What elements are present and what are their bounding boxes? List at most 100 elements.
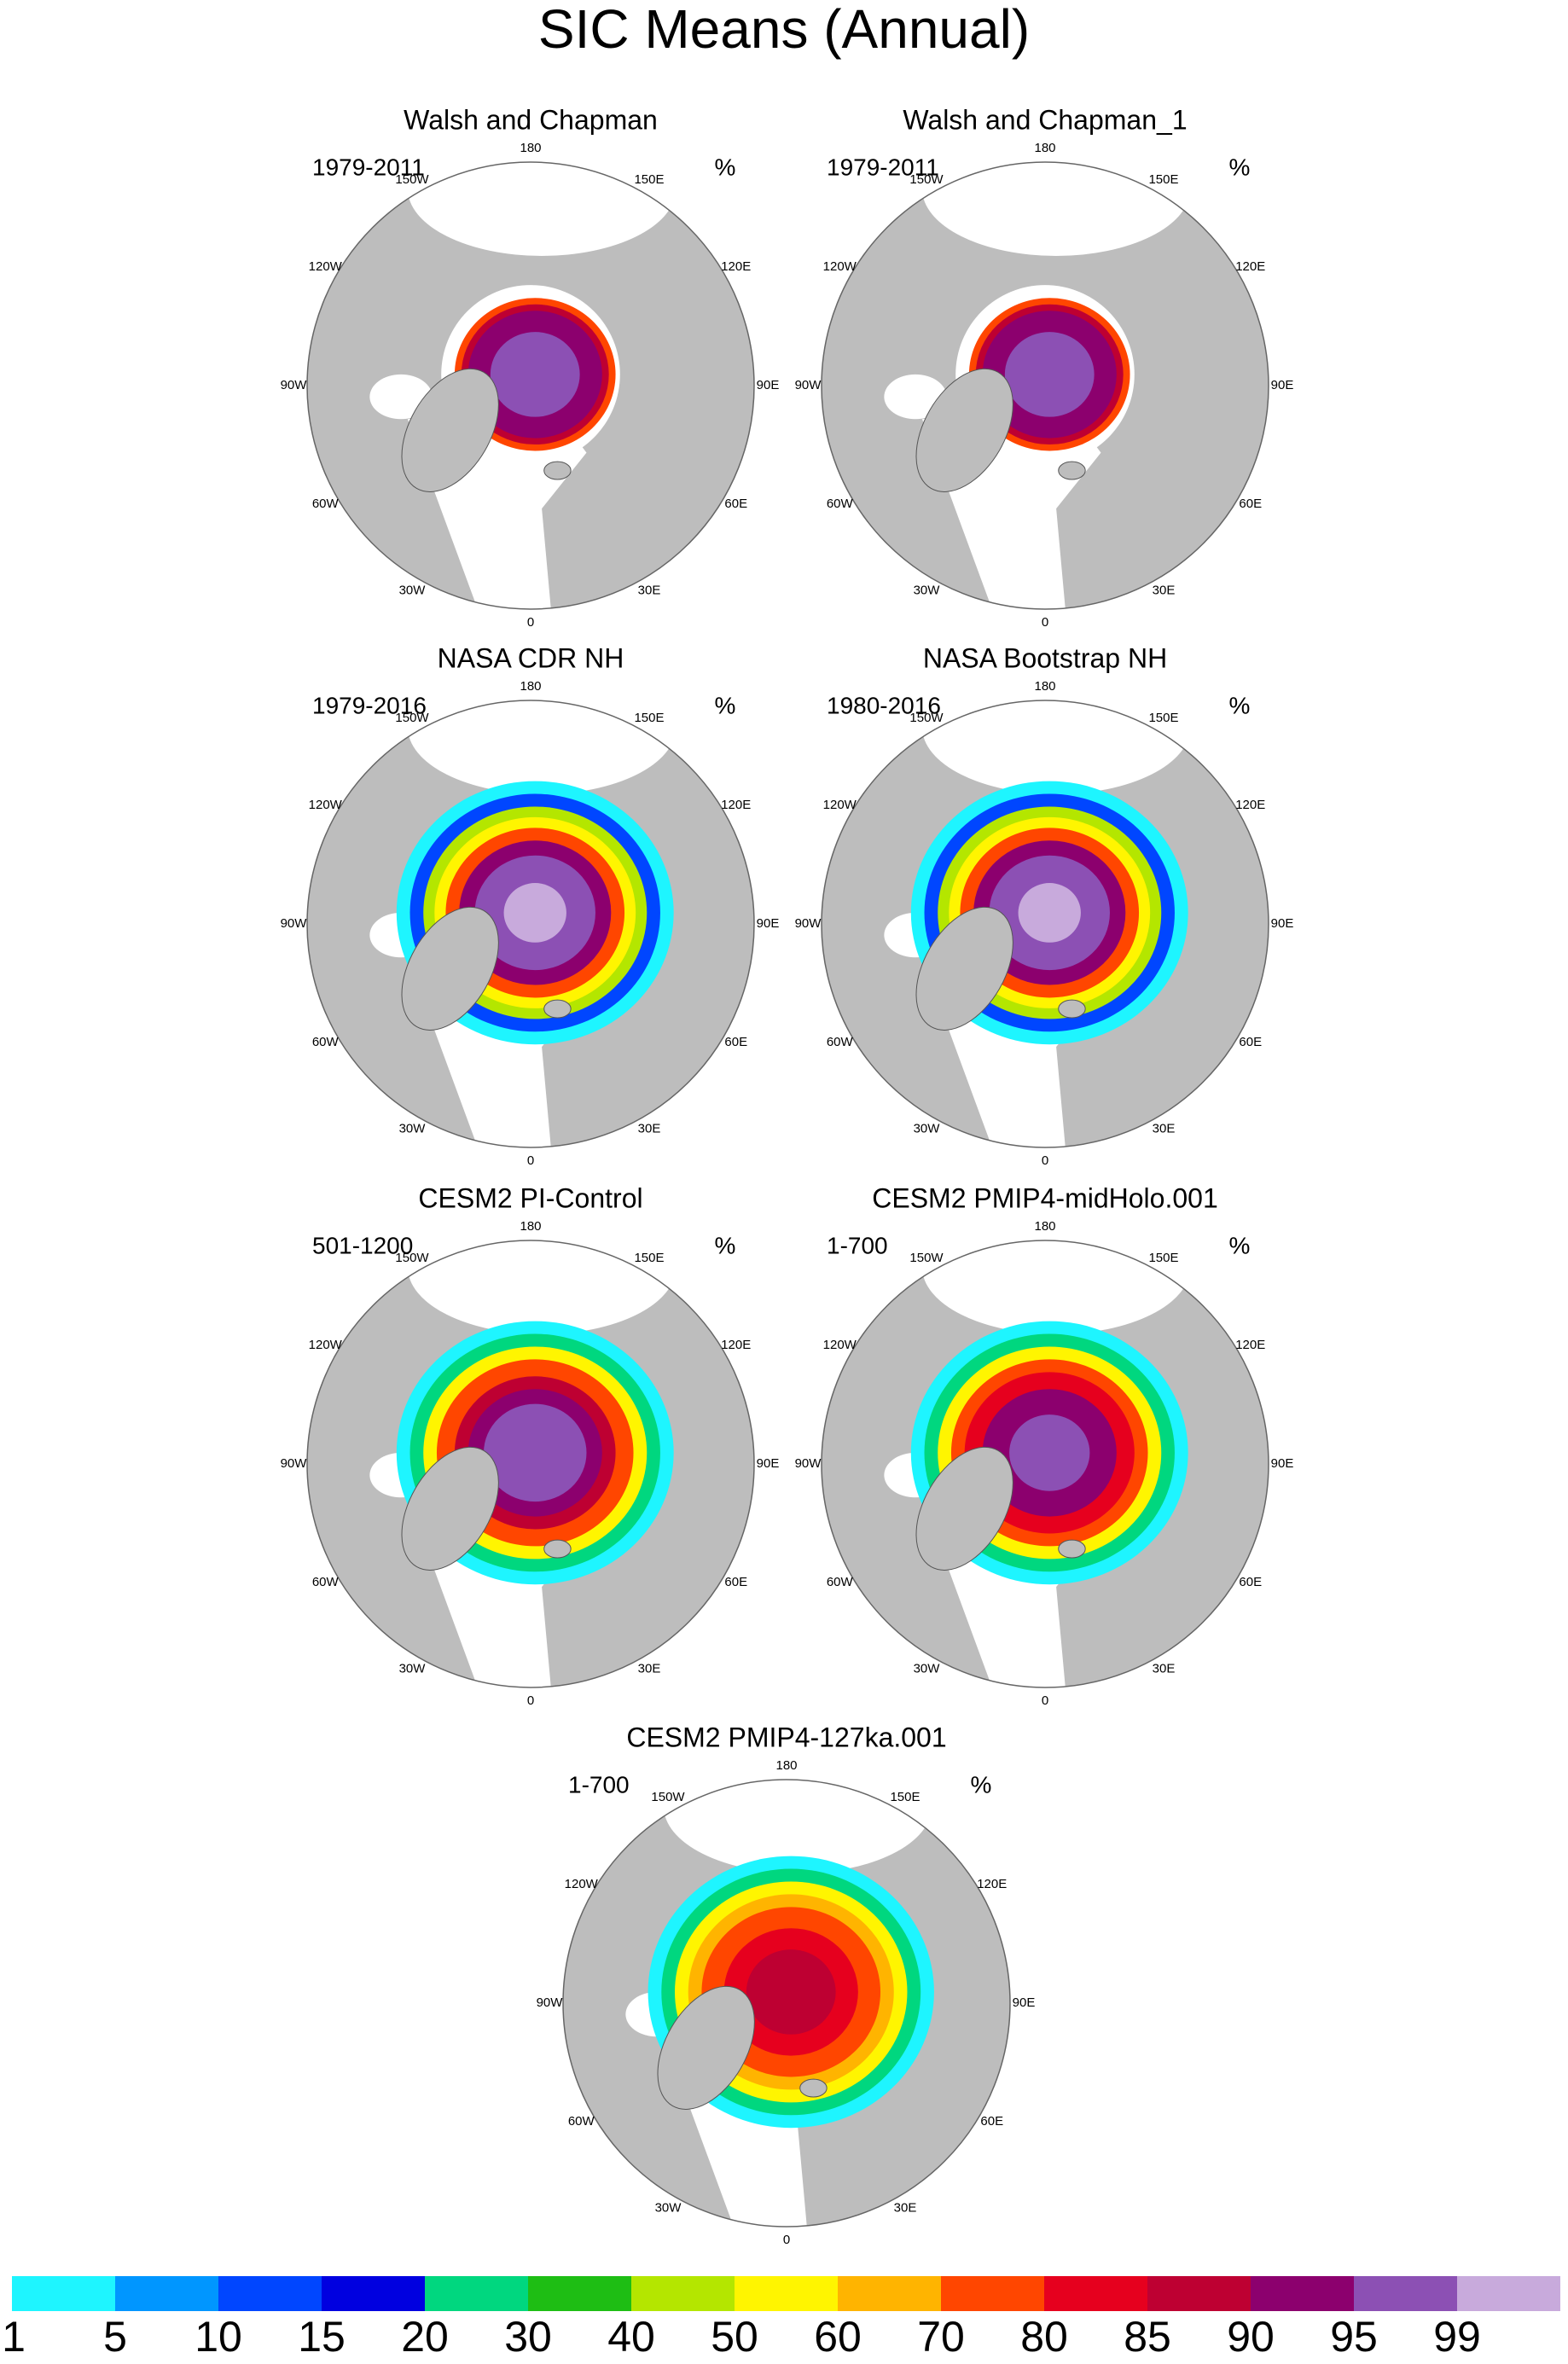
longitude-label: 90W [795,378,822,392]
longitude-label: 60E [724,1575,747,1589]
longitude-label: 60W [312,1035,340,1049]
pacific-ocean [921,1240,1191,1335]
map-border [306,161,755,610]
longitude-label: 90E [757,378,780,392]
longitude-label: 150W [909,711,944,725]
map [822,162,1269,609]
longitude-label: 60E [980,2114,1003,2129]
longitude-label: 0 [527,615,534,630]
longitude-label: 120W [309,798,343,812]
colorbar-label: 10 [195,2313,242,2361]
colorbar-box [115,2276,218,2311]
panel-unit: % [1229,1232,1251,1258]
longitude-label: 120E [721,259,751,274]
panel-period: 1979-2011 [312,154,425,180]
ice-zone [490,332,580,417]
pacific-ocean [663,1780,932,1874]
longitude-label: 150W [909,172,944,187]
svalbard [1058,999,1086,1019]
colorbar-box [1354,2276,1457,2311]
greenland [915,368,1013,492]
longitude-label: 120W [823,798,857,812]
longitude-label: 90W [281,916,308,931]
colorbar-box [322,2276,425,2311]
longitude-label: 60E [1239,1035,1262,1049]
longitude-label: 30W [914,584,941,598]
longitude-label: 150E [1148,711,1178,725]
pacific-ocean [407,1240,677,1335]
panel-title: Walsh and Chapman_1 [903,104,1187,135]
map-border [821,161,1269,610]
longitude-label: 30E [638,1662,661,1676]
longitude-label: 120E [721,798,751,812]
panel-period: 1980-2016 [827,692,941,718]
ice-zone [1009,1414,1090,1491]
panel-title: CESM2 PMIP4-127ka.001 [626,1722,946,1752]
colorbar-box [1147,2276,1251,2311]
svalbard [799,2078,828,2098]
colorbar-label: 15 [298,2313,346,2361]
colorbar-box [631,2276,735,2311]
colorbar-label: 20 [401,2313,449,2361]
svalbard [1058,1539,1086,1559]
colorbar-label: 5 [103,2313,127,2361]
map [307,162,754,609]
panel-title: Walsh and Chapman [404,104,658,135]
longitude-label: 150E [634,172,664,187]
longitude-label: 120W [823,259,857,274]
map-border [306,1240,755,1688]
longitude-label: 180 [1034,1219,1055,1234]
ice-zone [1004,332,1095,417]
greenland [915,906,1013,1031]
longitude-label: 150E [634,711,664,725]
map [822,1240,1269,1687]
map-panel: NASA CDR NH 1979-2016 % 180 150E 120E 90E 60E 30… [281,642,780,1168]
longitude-label: 60W [827,1575,854,1589]
longitude-label: 120W [309,1338,343,1352]
colorbar-box [425,2276,528,2311]
pacific-ocean [407,700,677,795]
colorbar-label: 30 [504,2313,552,2361]
longitude-label: 0 [527,1153,534,1168]
longitude-label: 150W [909,1251,944,1265]
colorbar-label: 85 [1124,2313,1171,2361]
map [307,1240,754,1687]
longitude-label: 30E [1153,1662,1176,1676]
figure-title: SIC Means (Annual) [538,0,1030,60]
longitude-label: 180 [1034,141,1055,155]
longitude-label: 180 [520,679,541,694]
longitude-label: 90W [795,1456,822,1471]
colorbar-label: 40 [607,2313,655,2361]
longitude-label: 150W [395,711,429,725]
longitude-label: 60W [827,497,854,511]
panel-title: CESM2 PI-Control [418,1182,642,1213]
longitude-label: 150E [1148,1251,1178,1265]
longitude-label: 150E [890,1790,920,1804]
map-border [306,700,755,1148]
colorbar-label: 80 [1020,2313,1068,2361]
map-border [821,1240,1269,1688]
longitude-label: 180 [520,141,541,155]
panel-unit: % [1229,154,1251,180]
longitude-label: 60E [1239,497,1262,511]
panel-title: CESM2 PMIP4-midHolo.001 [872,1182,1217,1213]
longitude-label: 180 [1034,679,1055,694]
longitude-label: 30E [894,2201,917,2216]
longitude-label: 90W [281,378,308,392]
longitude-label: 30E [638,584,661,598]
longitude-label: 90E [1271,1456,1294,1471]
longitude-label: 90W [537,1995,564,2010]
longitude-label: 30W [399,1122,427,1136]
longitude-label: 0 [1042,1693,1048,1708]
pacific-ocean [407,162,677,257]
map-border [562,1779,1011,2228]
ice-zone [1018,883,1081,943]
longitude-label: 90E [757,916,780,931]
longitude-label: 0 [527,1693,534,1708]
longitude-label: 90E [1013,1995,1036,2010]
longitude-label: 120W [565,1877,599,1891]
longitude-label: 30W [399,1662,427,1676]
map-panel: CESM2 PMIP4-127ka.001 1-700 % 180 150E 120E 90… [537,1722,1036,2247]
